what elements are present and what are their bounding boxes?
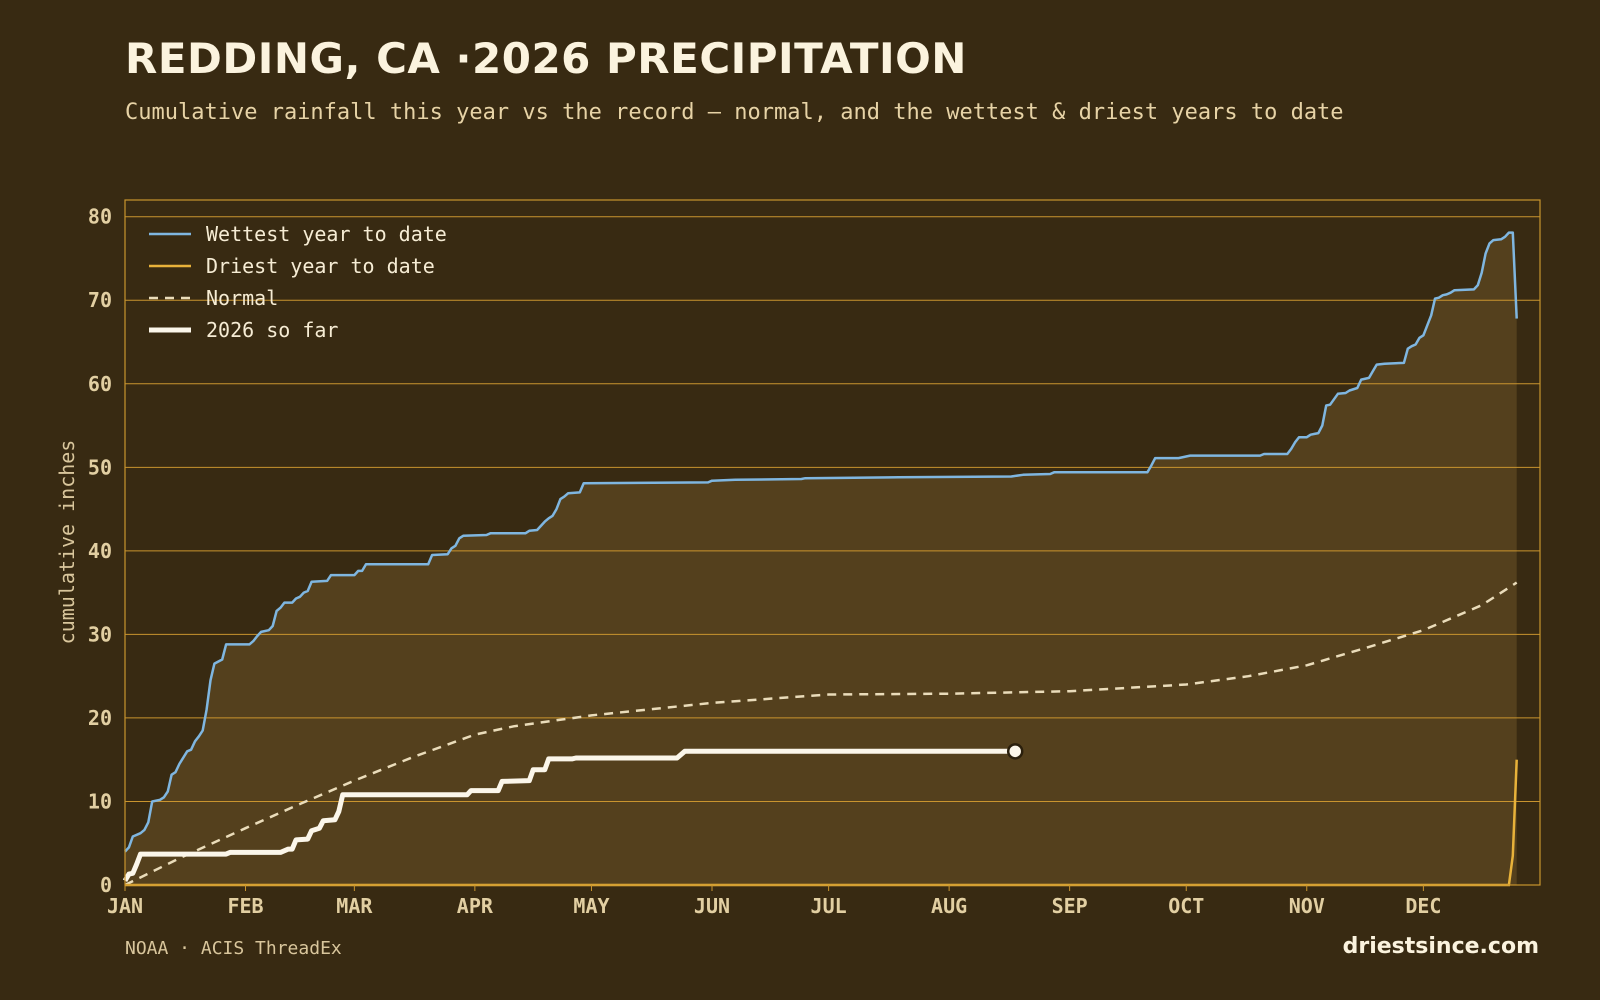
x-tick-label: JAN — [107, 894, 143, 918]
legend-label: Wettest year to date — [206, 222, 447, 246]
x-tick-label: FEB — [227, 894, 263, 918]
y-tick-label: 0 — [100, 873, 112, 897]
x-tick-label: JUL — [811, 894, 847, 918]
series-lines — [122, 231, 1518, 887]
y-tick-label: 70 — [88, 288, 112, 312]
x-tick-label: DEC — [1405, 894, 1441, 918]
wettest-fill-area — [125, 232, 1517, 886]
y-tick-label: 30 — [88, 622, 112, 646]
legend-label: Normal — [206, 286, 278, 310]
series-line-wettest — [124, 231, 1518, 853]
series-line-normal — [124, 581, 1518, 887]
y-axis-label: cumulative inches — [55, 440, 79, 645]
y-tick-label: 60 — [88, 372, 112, 396]
y-tick-label: 10 — [88, 789, 112, 813]
x-tick-label: SEP — [1052, 894, 1088, 918]
x-tick-label: JUN — [694, 894, 730, 918]
page-title: REDDING, CA ·2026 PRECIPITATION — [125, 34, 967, 83]
brand-link[interactable]: driestsince.com — [1342, 934, 1539, 959]
page-subtitle: Cumulative rainfall this year vs the rec… — [125, 100, 1344, 125]
y-tick-label: 20 — [88, 706, 112, 730]
legend-label: Driest year to date — [206, 254, 435, 278]
y-axis-ticks: 0 10 20 30 40 50 60 70 80 — [88, 205, 112, 897]
current-endpoint-marker — [1006, 743, 1024, 760]
x-tick-label: OCT — [1168, 894, 1204, 918]
y-tick-label: 40 — [88, 539, 112, 563]
x-tick-label: MAY — [573, 894, 609, 918]
x-axis-ticks: JAN FEB MAR APR MAY JUN JUL AUG SEP OCT NOV DEC — [107, 885, 1441, 918]
source-credit: NOAA · ACIS ThreadEx — [125, 938, 342, 959]
area-fill — [125, 232, 1517, 886]
legend: Wettest year to date Driest year to date N… — [149, 222, 447, 342]
y-tick-label: 80 — [88, 205, 112, 229]
x-tick-label: AUG — [931, 894, 967, 918]
series-line-current — [122, 748, 1016, 883]
y-tick-label: 50 — [88, 455, 112, 479]
x-tick-label: NOV — [1289, 894, 1325, 918]
plot-frame — [124, 199, 1541, 886]
x-tick-label: MAR — [336, 894, 373, 918]
x-tick-label: APR — [457, 894, 494, 918]
legend-label: 2026 so far — [206, 318, 338, 342]
